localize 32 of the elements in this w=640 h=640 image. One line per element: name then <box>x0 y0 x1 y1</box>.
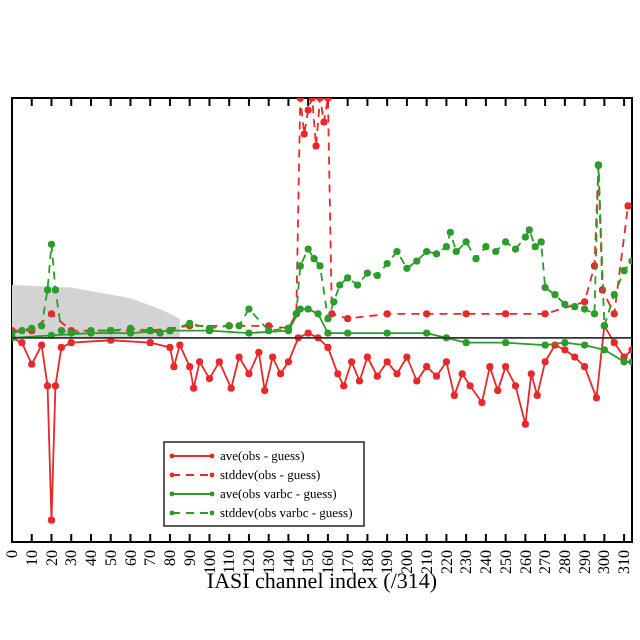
x-tick-label: 140 <box>279 550 298 574</box>
x-tick-label: 210 <box>417 550 436 574</box>
x-tick-label: 170 <box>338 550 357 574</box>
x-tick-label: 60 <box>121 550 140 566</box>
x-tick-label: 0 <box>3 550 22 558</box>
x-tick-label: 130 <box>259 550 278 574</box>
x-tick-label: 160 <box>319 550 338 574</box>
x-tick-label: 50 <box>101 550 120 566</box>
x-tick-label: 290 <box>575 550 594 574</box>
x-tick-label: 70 <box>141 550 160 566</box>
x-tick-label: 110 <box>220 550 239 574</box>
x-tick-label: 310 <box>615 550 634 574</box>
x-tick-label: 260 <box>516 550 535 574</box>
x-tick-label: 300 <box>595 550 614 574</box>
x-tick-label: 30 <box>62 550 81 566</box>
x-tick-label: 230 <box>457 550 476 574</box>
x-tick-label: 40 <box>82 550 101 566</box>
x-tick-label: 100 <box>200 550 219 574</box>
x-tick-label: 280 <box>555 550 574 574</box>
x-tick-label: 10 <box>22 550 41 566</box>
x-tick-label: 240 <box>477 550 496 574</box>
x-tick-label: 90 <box>180 550 199 566</box>
x-tick-label: 270 <box>536 550 555 574</box>
x-tick-label: 250 <box>496 550 515 574</box>
x-tick-label: 200 <box>398 550 417 574</box>
x-tick-label: 180 <box>358 550 377 574</box>
x-tick-label: 80 <box>161 550 180 566</box>
x-tick-label: 190 <box>378 550 397 574</box>
x-tick-label: 150 <box>299 550 318 574</box>
x-tick-label: 220 <box>437 550 456 574</box>
x-tick-label: 20 <box>42 550 61 566</box>
x-tick-label: 120 <box>240 550 259 574</box>
